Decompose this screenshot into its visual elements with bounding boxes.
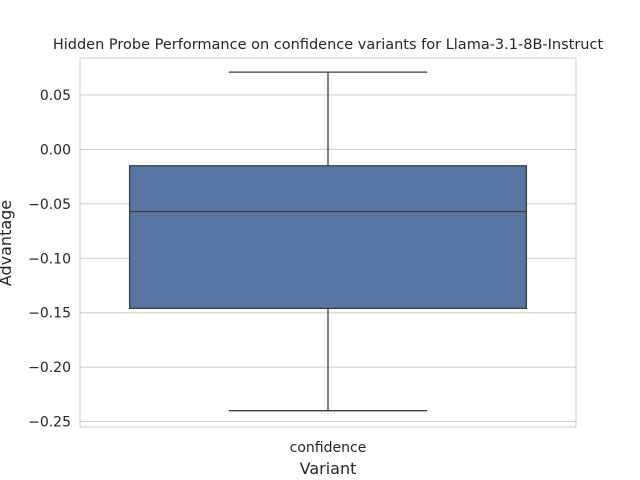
x-tick-label: confidence [290, 440, 367, 456]
x-tick-labels: confidence [290, 440, 367, 456]
y-tick-label: −0.05 [28, 197, 71, 213]
y-axis-title: Advantage [0, 200, 15, 286]
y-tick-label: −0.20 [28, 360, 71, 376]
y-tick-label: −0.10 [28, 251, 71, 267]
y-tick-label: −0.15 [28, 306, 71, 322]
y-tick-label: 0.00 [40, 142, 71, 158]
chart-title: Hidden Probe Performance on confidence v… [53, 37, 604, 53]
x-axis-title: Variant [300, 459, 357, 478]
y-tick-label: 0.05 [40, 88, 71, 104]
box-iqr [128, 165, 528, 310]
plot-frame [79, 57, 577, 428]
y-tick-label: −0.25 [28, 415, 71, 431]
y-tick-labels: 0.05 0.00 −0.05 −0.10 −0.15 −0.20 −0.25 [28, 88, 71, 431]
boxes [128, 71, 528, 412]
